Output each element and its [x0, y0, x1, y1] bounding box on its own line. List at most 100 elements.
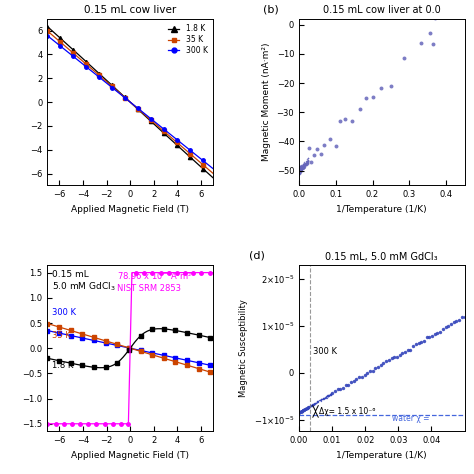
Point: [295, 163, 303, 170]
Point: [295, 409, 303, 417]
Point: [300, 407, 307, 414]
Point: [301, 405, 309, 412]
Point: [298, 407, 306, 414]
Point: [299, 406, 307, 413]
Point: [295, 166, 303, 173]
Point: [347, 378, 355, 385]
Point: [297, 164, 304, 172]
Point: [304, 404, 312, 411]
Point: [296, 409, 304, 417]
Point: [302, 405, 310, 413]
Point: [296, 167, 303, 174]
Point: [322, 393, 329, 401]
Point: [301, 406, 308, 414]
Point: [295, 165, 303, 173]
Point: [295, 409, 303, 417]
Point: [296, 166, 303, 174]
Point: [298, 407, 306, 415]
Point: [297, 409, 304, 416]
Point: [296, 166, 303, 174]
Point: [297, 166, 304, 173]
Point: [300, 163, 308, 171]
Point: [297, 165, 304, 173]
Point: [312, 400, 320, 407]
Point: [300, 406, 307, 414]
Point: [302, 405, 310, 412]
Point: [380, 359, 387, 367]
Point: [296, 167, 303, 175]
Text: (b): (b): [263, 4, 278, 14]
Point: [302, 405, 310, 413]
Point: [303, 404, 311, 411]
Point: [300, 408, 307, 416]
Point: [296, 166, 304, 173]
Point: [301, 160, 309, 167]
Point: [297, 163, 304, 171]
Point: [303, 405, 310, 412]
Point: [300, 406, 308, 414]
Point: [297, 163, 304, 170]
Point: [301, 405, 309, 413]
Point: [297, 407, 305, 415]
Point: [342, 382, 349, 389]
Point: [298, 162, 306, 170]
Point: [297, 167, 304, 174]
Point: [299, 164, 306, 172]
Point: [301, 405, 309, 412]
Point: [300, 162, 308, 170]
Point: [296, 164, 303, 172]
Point: [296, 409, 304, 416]
Point: [300, 406, 307, 413]
Point: [301, 161, 309, 168]
Point: [298, 407, 306, 414]
Point: [296, 168, 304, 175]
Point: [296, 164, 304, 172]
Point: [296, 408, 304, 416]
Point: [299, 406, 307, 413]
Point: [300, 163, 307, 171]
Point: [299, 406, 307, 414]
Point: [298, 407, 306, 415]
Point: [301, 160, 309, 168]
Point: [298, 407, 305, 414]
Point: [377, 361, 384, 369]
Point: [297, 166, 305, 174]
Point: [295, 165, 303, 173]
Point: [297, 166, 304, 173]
Point: [298, 163, 306, 170]
Point: [315, 398, 322, 405]
Point: [296, 164, 303, 172]
Point: [442, 323, 449, 330]
Point: [319, 394, 326, 402]
Point: [426, 334, 433, 341]
Point: [301, 405, 309, 412]
Point: [296, 164, 303, 171]
Point: [299, 407, 306, 414]
Point: [303, 404, 311, 411]
Point: [302, 404, 310, 411]
Point: [299, 405, 307, 413]
Point: [310, 400, 317, 408]
Point: [299, 164, 307, 172]
X-axis label: 1/Temperature (1/K): 1/Temperature (1/K): [337, 205, 427, 214]
Point: [296, 407, 304, 415]
X-axis label: Applied Magnetic Field (T): Applied Magnetic Field (T): [71, 205, 189, 214]
Point: [327, 391, 335, 398]
Point: [314, 397, 322, 405]
Point: [301, 162, 309, 170]
Point: [299, 164, 307, 171]
Point: [296, 164, 303, 172]
Point: [305, 403, 312, 410]
Point: [297, 165, 304, 173]
Point: [297, 407, 305, 414]
Point: [296, 164, 304, 172]
Point: [296, 164, 304, 172]
Point: [303, 159, 310, 167]
Point: [304, 404, 311, 411]
Point: [314, 398, 321, 405]
Point: [303, 155, 311, 163]
Point: [304, 157, 312, 165]
Point: [296, 409, 304, 417]
Point: [331, 388, 338, 395]
Point: [297, 164, 304, 172]
